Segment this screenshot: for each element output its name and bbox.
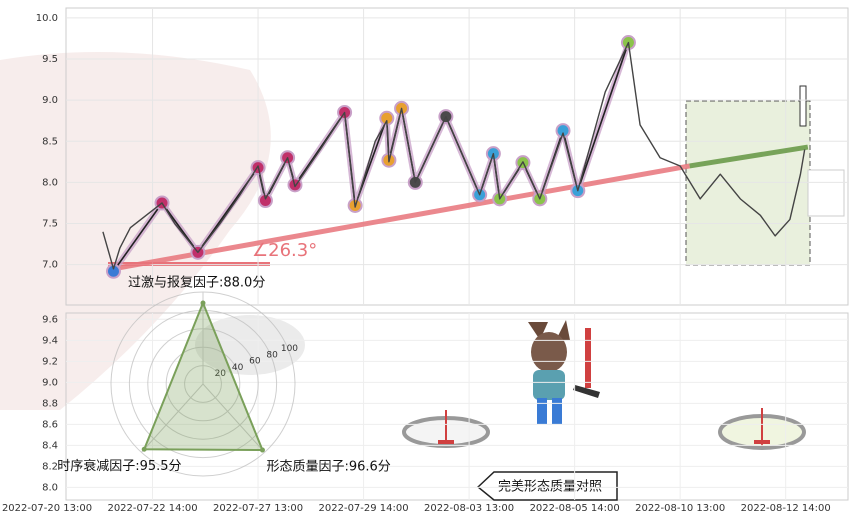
price-marker (799, 85, 807, 127)
radar-point (200, 300, 206, 306)
series-line (113, 163, 691, 272)
y-tick-label: 7.5 (42, 219, 58, 230)
pivot-marker (105, 263, 121, 279)
x-tick-label: 2022-07-29 14:00 (319, 503, 409, 514)
radar-label: 过激与报复因子:88.0分 (128, 276, 265, 291)
pivot-marker (257, 193, 273, 209)
angle-label: ∠26.3° (252, 240, 317, 261)
radar-tick-label: 60 (249, 357, 261, 367)
radar-tick-label: 100 (281, 344, 298, 354)
y-tick-label: 9.2 (42, 356, 58, 367)
y-tick-label: 8.8 (42, 398, 58, 409)
x-tick-label: 2022-07-27 13:00 (213, 503, 303, 514)
y-tick-label: 8.0 (42, 177, 58, 188)
radar-point (259, 447, 265, 453)
gauge-base (754, 440, 770, 444)
lower-panel (65, 312, 849, 501)
y-tick-label: 9.0 (42, 95, 58, 106)
y-tick-label: 8.5 (42, 136, 58, 147)
button-shape[interactable] (476, 471, 618, 501)
radar-tick-label: 40 (232, 363, 244, 373)
radar-axis (141, 383, 204, 453)
radar-label: 形态质量因子:96.6分 (266, 460, 390, 475)
y-tick-label: 9.4 (42, 335, 58, 346)
x-tick-label: 2022-07-22 14:00 (107, 503, 197, 514)
radar-point (141, 446, 147, 452)
radar-tick-label: 20 (215, 369, 227, 379)
radar-label: 时序衰减因子:95.5分 (57, 458, 181, 474)
y-tick-label: 7.0 (42, 260, 58, 271)
x-tick-label: 2022-08-05 14:00 (530, 503, 620, 514)
x-tick-label: 2022-07-20 13:00 (2, 503, 92, 514)
x-tick-label: 2022-08-03 13:00 (424, 503, 514, 514)
y-tick-label: 9.5 (42, 54, 58, 65)
y-tick-label: 8.6 (42, 419, 58, 430)
radar-axis (202, 383, 265, 453)
x-tick-label: 2022-08-10 13:00 (635, 503, 725, 514)
upper-panel (65, 7, 849, 306)
y-tick-label: 8.0 (42, 482, 58, 493)
series-line (102, 41, 806, 270)
thumbnail (807, 169, 845, 217)
y-tick-label: 9.6 (42, 314, 58, 325)
radar-tick-label: 80 (266, 350, 278, 360)
radar-area (142, 300, 264, 452)
y-tick-label: 9.0 (42, 377, 58, 388)
pivot-marker (555, 123, 571, 139)
y-tick-label: 10.0 (36, 13, 58, 24)
projection-box (685, 100, 811, 266)
mascot (528, 320, 600, 424)
x-tick-label: 2022-08-12 14:00 (741, 503, 831, 514)
series-line (689, 144, 809, 169)
compare-button[interactable]: 完美形态质量对照 (476, 471, 618, 501)
y-tick-label: 8.4 (42, 440, 58, 451)
y-tick-label: 8.2 (42, 461, 58, 472)
gauge-base (438, 440, 454, 444)
